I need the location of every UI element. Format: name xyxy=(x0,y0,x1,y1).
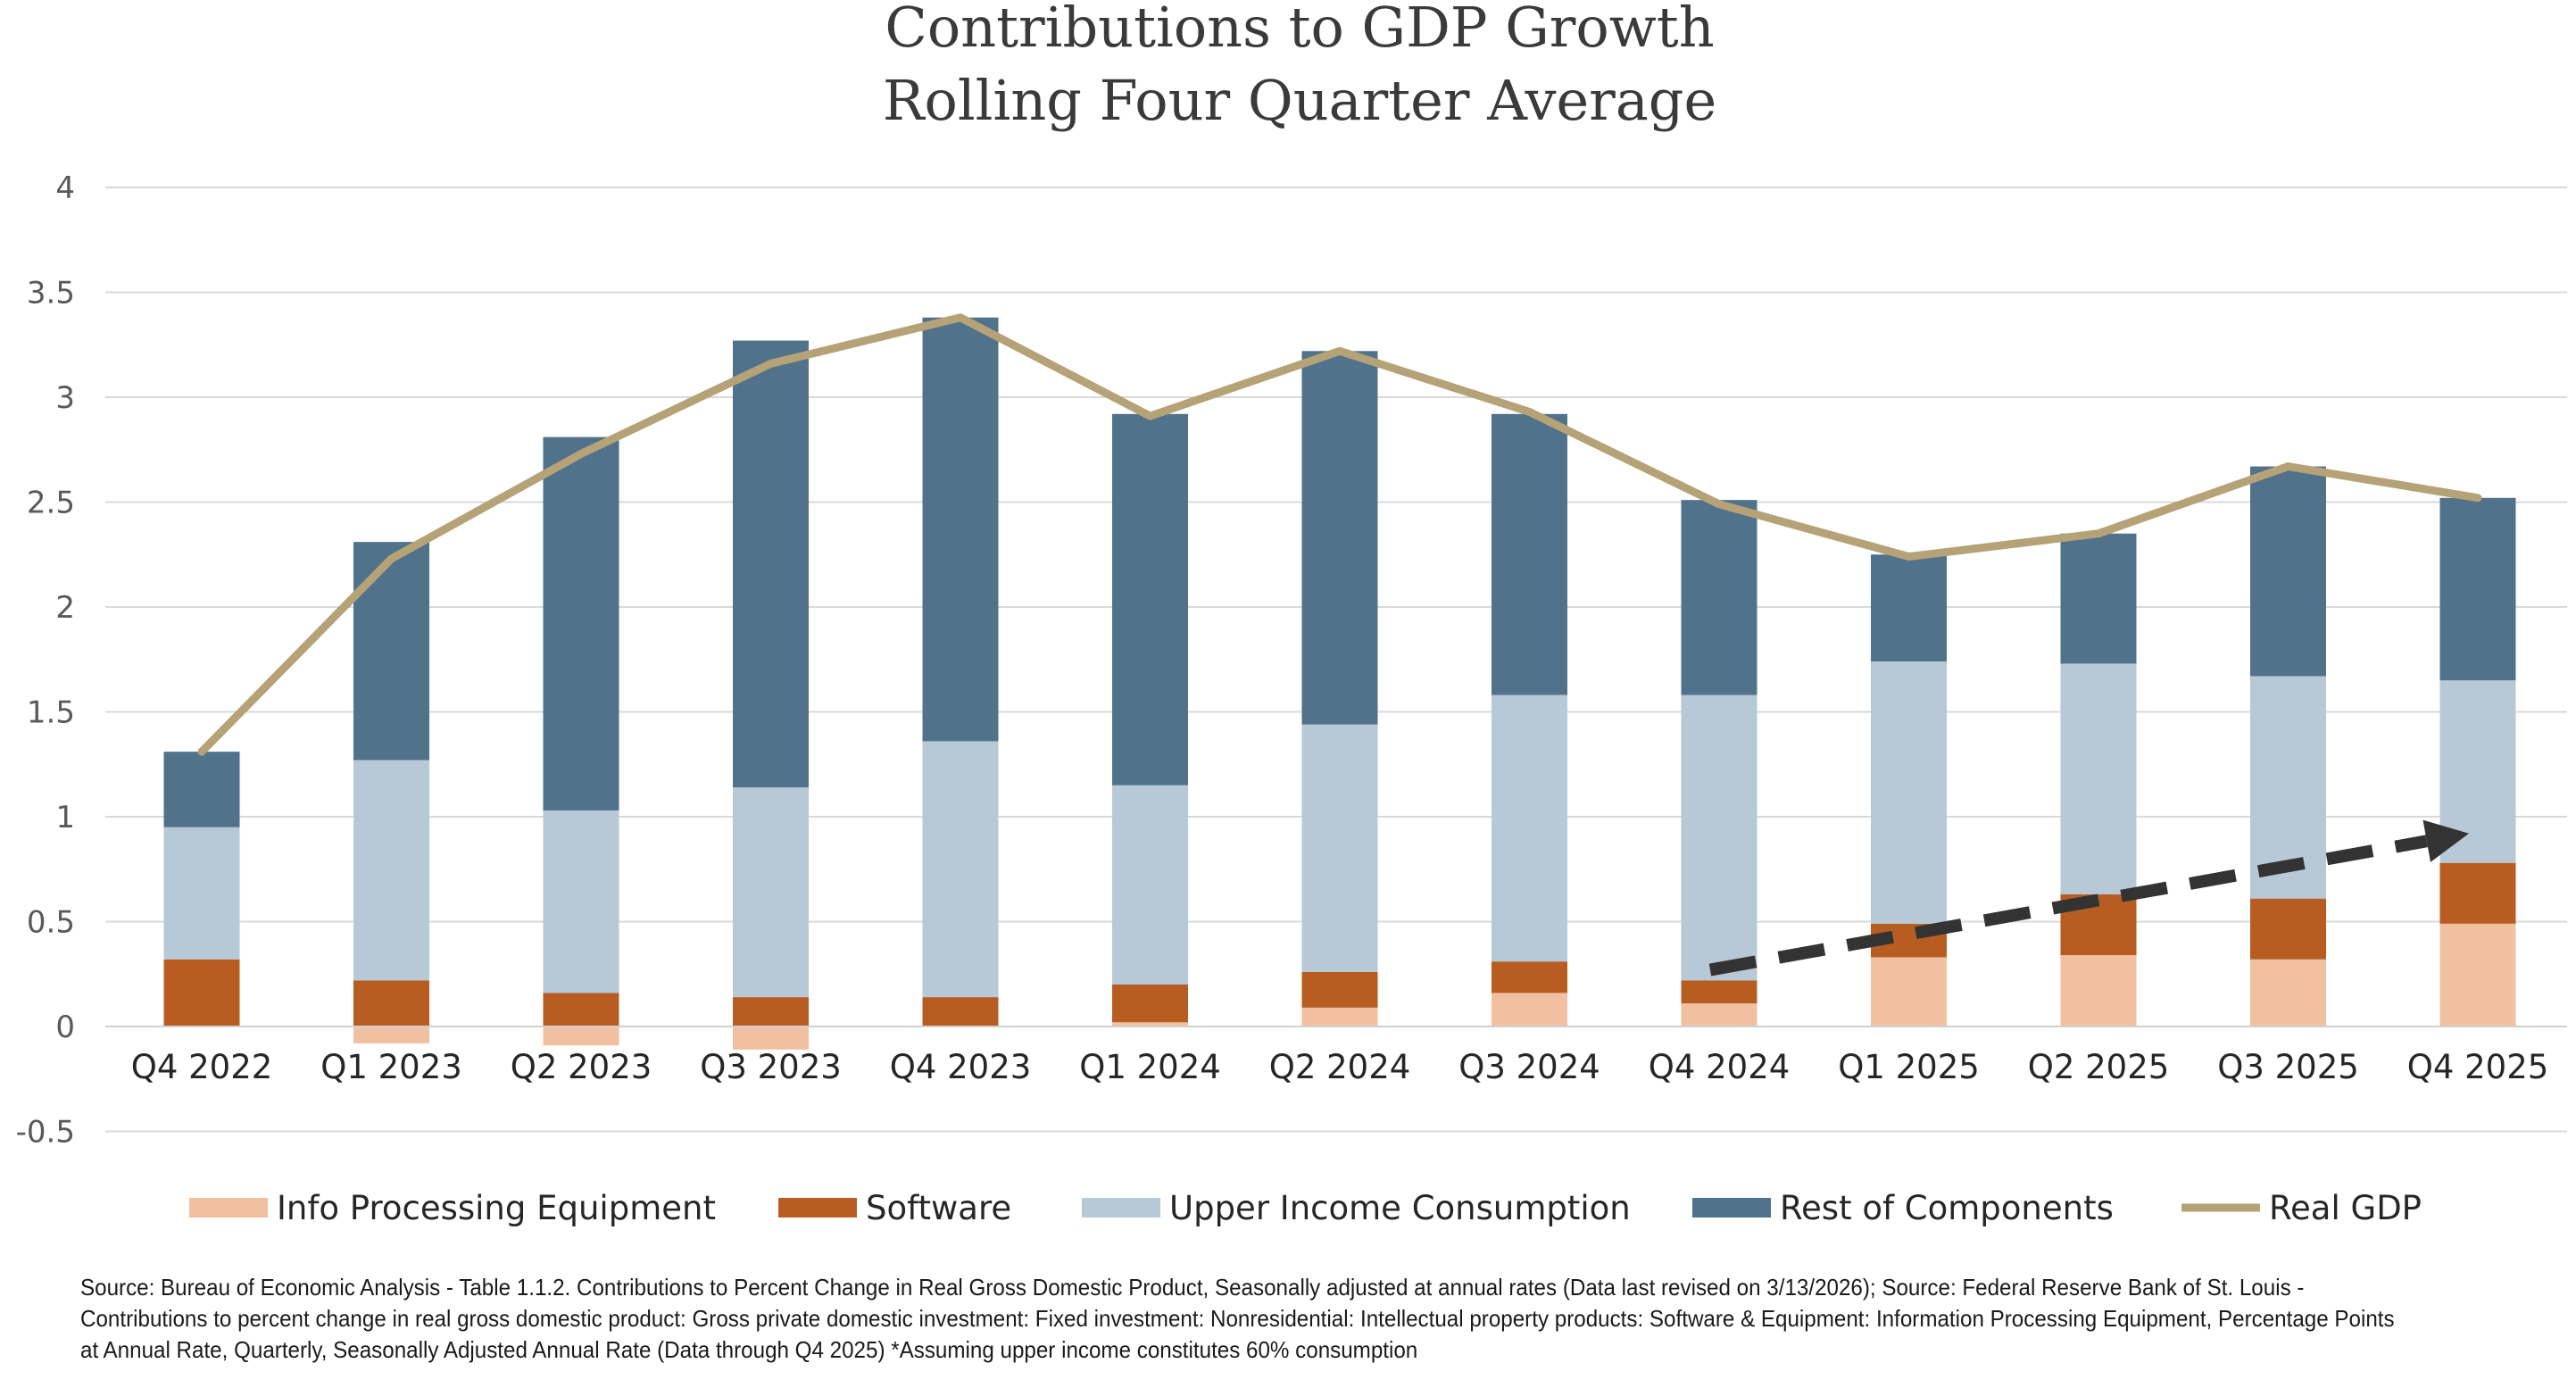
bar-software xyxy=(1301,971,1378,1008)
x-tick-label: Q2 2024 xyxy=(1269,1048,1411,1086)
y-tick-label: 0 xyxy=(55,1010,75,1045)
bar-info-processing-equipment xyxy=(543,1026,619,1046)
y-tick-label: 4 xyxy=(55,170,75,206)
bar-rest-of-components xyxy=(1301,351,1378,725)
bar-info-processing-equipment xyxy=(1112,1022,1188,1026)
bar-upper-income-consumption xyxy=(1681,694,1757,981)
legend-label-real-gdp: Real GDP xyxy=(2269,1189,2422,1227)
y-axis-ticks: -0.5 0 0.5 1 1.5 2 2.5 3 3.5 4 xyxy=(16,170,75,1151)
bar-upper-income-consumption xyxy=(2060,663,2137,894)
bar-rest-of-components xyxy=(1112,413,1188,785)
trend-arrow-shaft xyxy=(1708,835,2428,977)
chart-title: Contributions to GDP Growth xyxy=(885,0,1714,60)
bar-rest-of-components xyxy=(353,542,429,760)
y-tick-label: 3.5 xyxy=(27,276,75,312)
x-tick-label: Q1 2025 xyxy=(1838,1048,1980,1086)
bar-software xyxy=(163,959,240,1026)
bar-rest-of-components xyxy=(922,317,999,742)
x-tick-label: Q4 2025 xyxy=(2407,1048,2549,1086)
x-tick-label: Q4 2023 xyxy=(890,1048,1032,1086)
bar-upper-income-consumption xyxy=(733,787,809,998)
legend-label-software: Software xyxy=(866,1189,1011,1227)
y-tick-label: 2.5 xyxy=(27,486,75,521)
bar-info-processing-equipment xyxy=(1871,957,1947,1026)
legend-swatch-software xyxy=(778,1198,857,1218)
bar-rest-of-components xyxy=(2250,466,2326,677)
x-tick-label: Q3 2025 xyxy=(2217,1048,2359,1086)
bar-upper-income-consumption xyxy=(922,741,999,998)
bar-software xyxy=(353,980,429,1026)
bar-info-processing-equipment xyxy=(1492,993,1567,1026)
bar-info-processing-equipment xyxy=(1301,1007,1378,1026)
bar-upper-income-consumption xyxy=(1871,661,1947,924)
legend-swatch-info-processing-equipment xyxy=(189,1198,268,1218)
y-tick-label: 0.5 xyxy=(27,905,75,941)
bar-software xyxy=(1492,961,1567,993)
y-tick-label: 1.5 xyxy=(27,695,75,731)
bar-software xyxy=(922,997,999,1026)
bar-info-processing-equipment xyxy=(733,1026,809,1050)
x-tick-label: Q3 2023 xyxy=(700,1048,842,1086)
bar-software xyxy=(1112,985,1188,1023)
y-tick-label: 3 xyxy=(55,380,75,416)
bar-rest-of-components xyxy=(1681,500,1757,695)
bars xyxy=(163,317,2516,1050)
bar-upper-income-consumption xyxy=(163,827,240,960)
bar-software xyxy=(2250,898,2326,960)
x-tick-label: Q4 2022 xyxy=(131,1048,273,1086)
legend-label-rest-of-components: Rest of Components xyxy=(1780,1189,2114,1227)
bar-info-processing-equipment xyxy=(2250,959,2326,1026)
bar-rest-of-components xyxy=(1492,413,1567,695)
bar-rest-of-components xyxy=(543,436,619,810)
bar-upper-income-consumption xyxy=(1112,785,1188,985)
bar-rest-of-components xyxy=(163,752,240,827)
legend-label-info-processing-equipment: Info Processing Equipment xyxy=(277,1189,716,1227)
bar-rest-of-components xyxy=(2060,533,2137,664)
bar-upper-income-consumption xyxy=(353,760,429,981)
bar-rest-of-components xyxy=(733,340,809,788)
y-tick-label: 1 xyxy=(55,800,75,835)
bar-rest-of-components xyxy=(2439,497,2516,681)
bar-info-processing-equipment xyxy=(353,1026,429,1043)
legend-swatch-upper-income-consumption xyxy=(1082,1198,1160,1218)
y-tick-label: -0.5 xyxy=(16,1115,75,1151)
bar-software xyxy=(1681,980,1757,1004)
legend-label-upper-income-consumption: Upper Income Consumption xyxy=(1169,1189,1631,1227)
real-gdp-line xyxy=(197,313,2482,756)
bar-software xyxy=(2439,862,2516,924)
x-tick-label: Q2 2023 xyxy=(511,1048,652,1086)
x-tick-label: Q3 2024 xyxy=(1458,1048,1600,1086)
y-tick-label: 2 xyxy=(55,590,75,626)
bar-info-processing-equipment xyxy=(1681,1003,1757,1026)
bar-upper-income-consumption xyxy=(1492,694,1567,962)
legend: Info Processing Equipment Software Upper I… xyxy=(189,1189,2422,1227)
chart-subtitle: Rolling Four Quarter Average xyxy=(883,68,1716,133)
bar-upper-income-consumption xyxy=(543,810,619,993)
bar-rest-of-components xyxy=(1871,554,1947,662)
trend-arrow-head xyxy=(2422,819,2469,862)
x-tick-label: Q1 2023 xyxy=(320,1048,462,1086)
bar-software xyxy=(543,993,619,1026)
bar-software xyxy=(733,997,809,1026)
x-tick-label: Q4 2024 xyxy=(1649,1048,1791,1086)
bar-info-processing-equipment xyxy=(2439,923,2516,1026)
real-gdp-line-group xyxy=(197,313,2482,756)
legend-swatch-rest-of-components xyxy=(1692,1198,1771,1218)
x-axis-labels: Q4 2022 Q1 2023 Q2 2023 Q3 2023 Q4 2023 Q1 20… xyxy=(131,1048,2549,1086)
bar-upper-income-consumption xyxy=(1301,724,1378,972)
source-note: Source: Bureau of Economic Analysis - Ta… xyxy=(80,1274,2395,1363)
bar-info-processing-equipment xyxy=(2060,955,2137,1026)
x-tick-label: Q2 2025 xyxy=(2028,1048,2170,1086)
x-tick-label: Q1 2024 xyxy=(1079,1048,1221,1086)
trend-arrow-group xyxy=(1708,819,2469,977)
